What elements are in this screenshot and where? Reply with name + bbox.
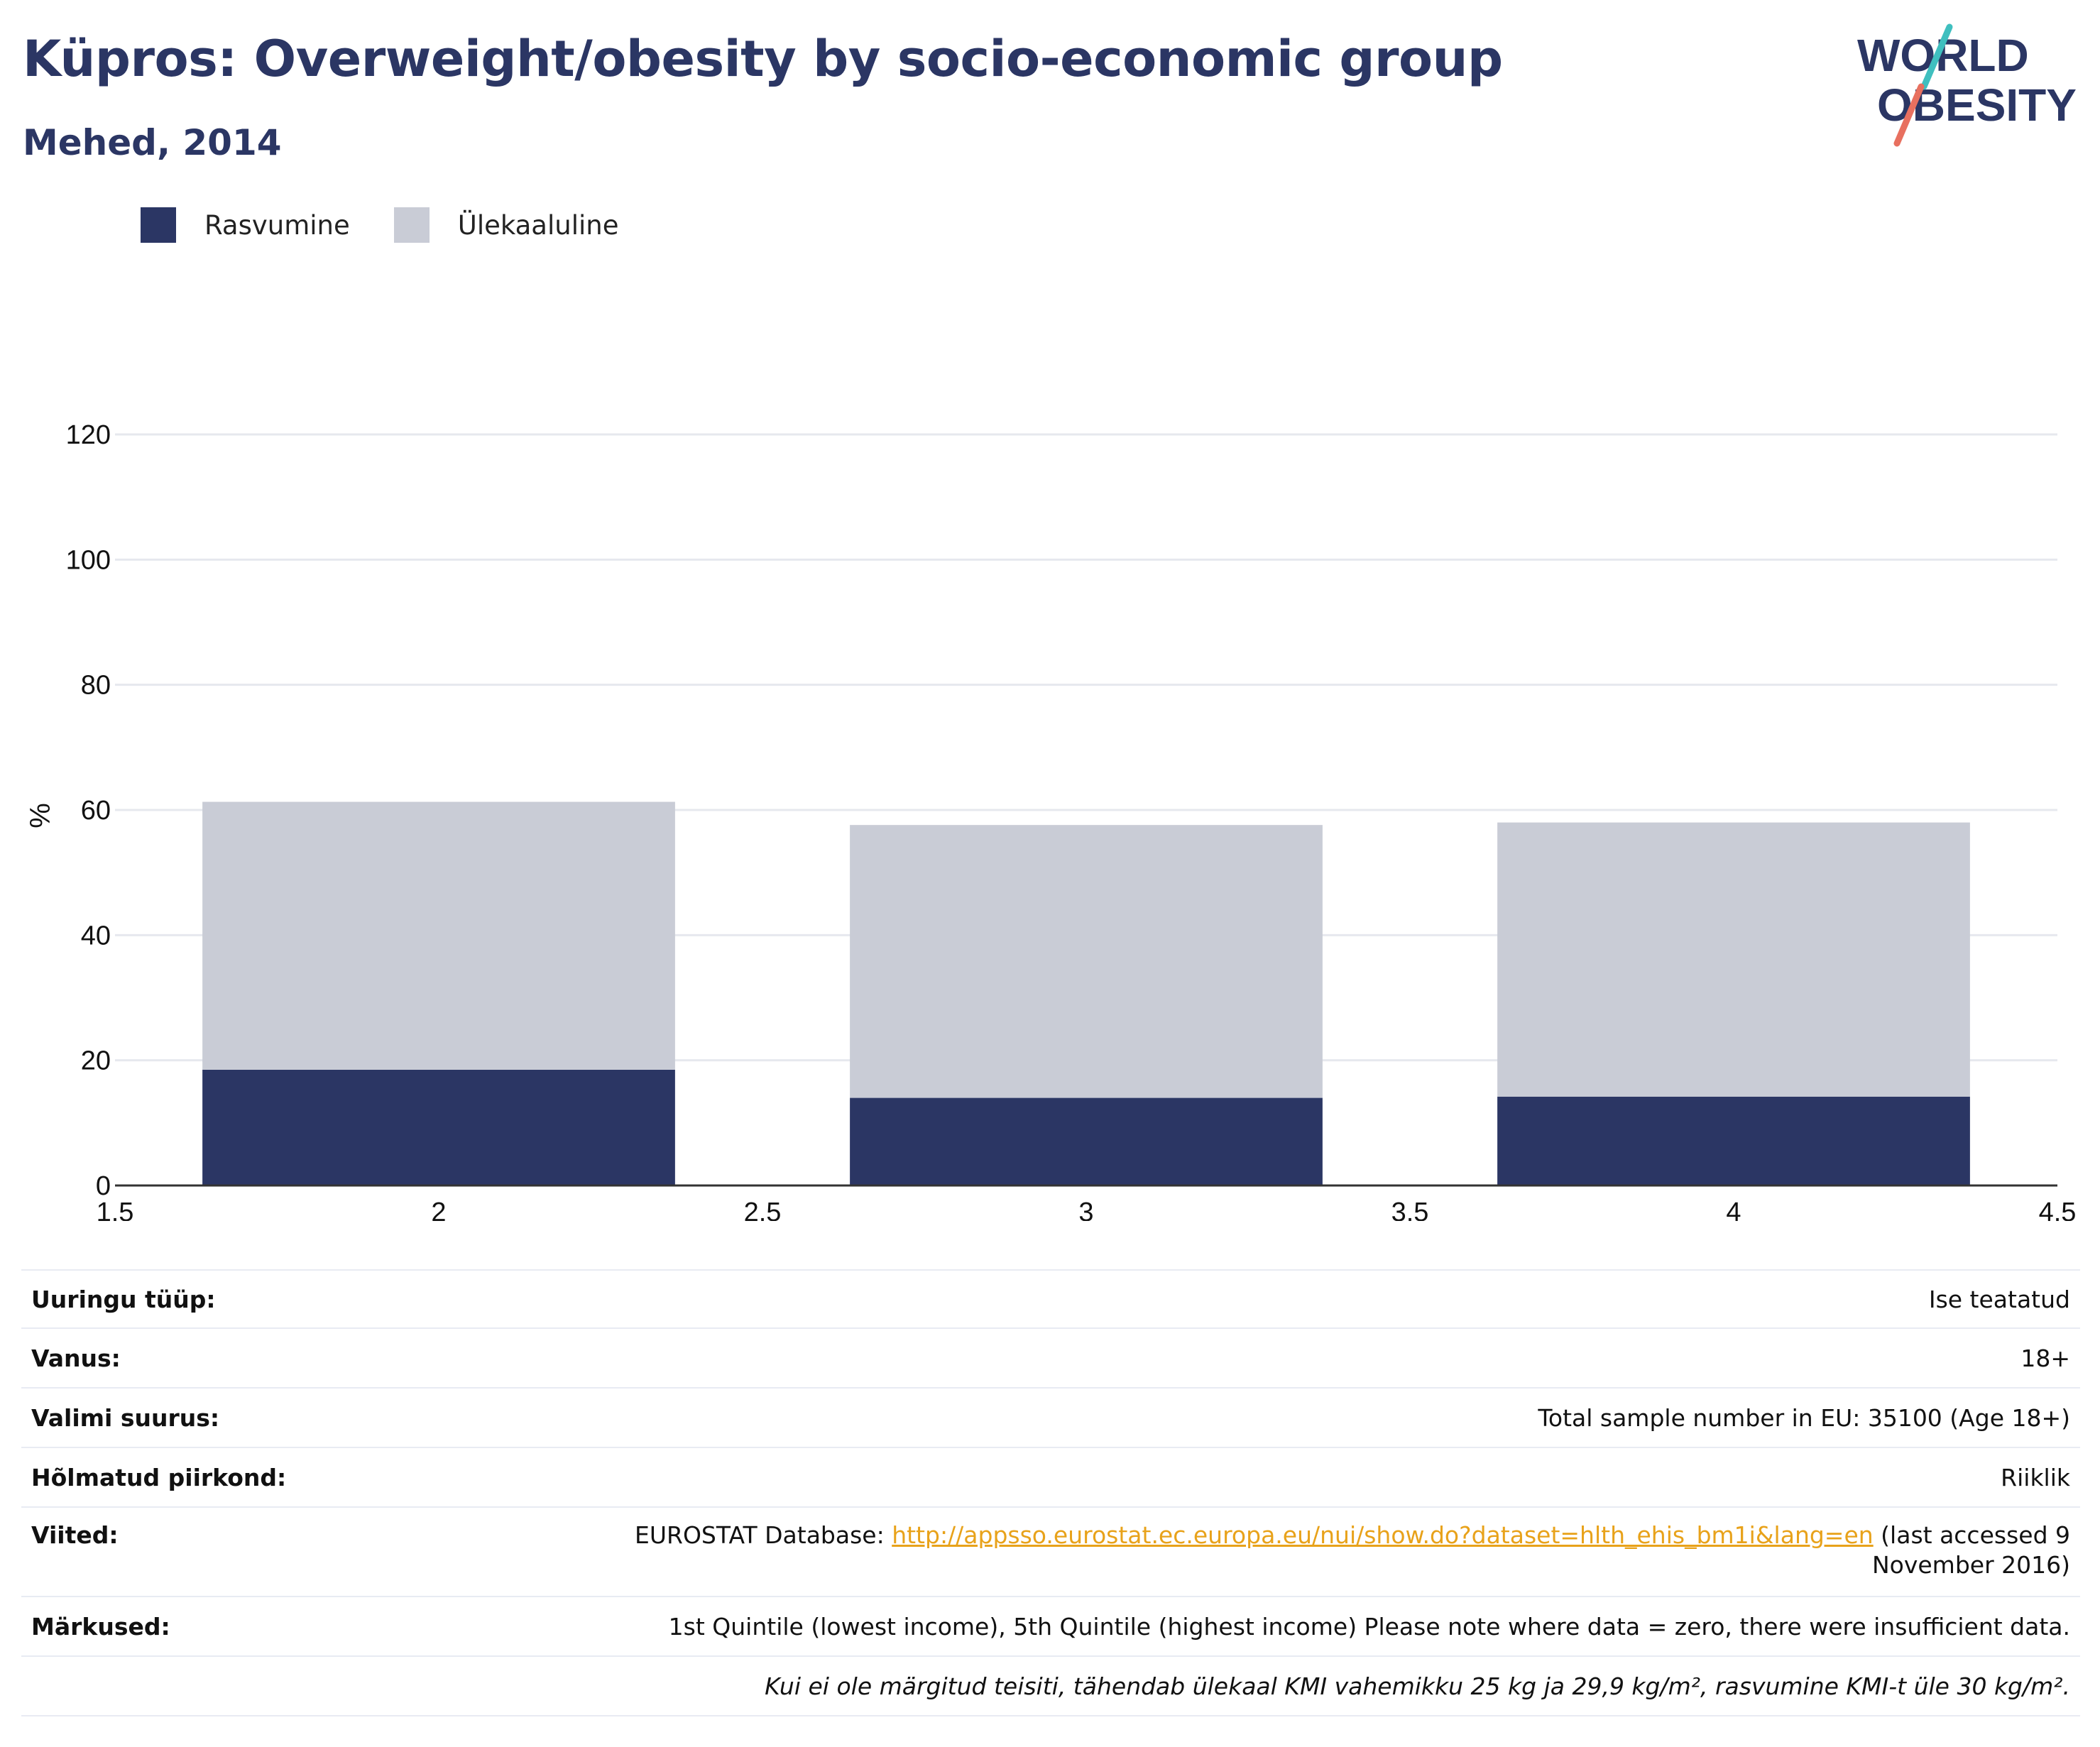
bar-obesity xyxy=(1497,1096,1970,1185)
info-row-notes: Märkused: 1st Quintile (lowest income), … xyxy=(21,1597,2080,1657)
info-row-sample-size: Valimi suurus: Total sample number in EU… xyxy=(21,1389,2080,1448)
x-tick-label: 2.5 xyxy=(744,1198,782,1221)
chart-subtitle: Mehed, 2014 xyxy=(23,122,282,163)
info-row-references: Viited: EUROSTAT Database: http://appsso… xyxy=(21,1508,2080,1597)
info-table: Uuringu tüüp: Ise teatatud Vanus: 18+ Va… xyxy=(21,1269,2080,1716)
legend-label-obesity: Rasvumine xyxy=(204,209,350,241)
info-key: Valimi suurus: xyxy=(31,1403,220,1432)
bar-chart: 0 20 40 60 80 100 120 1.5 2 2.5 3 3.5 4 4.5% xyxy=(25,420,2077,1221)
x-tick-label: 4 xyxy=(1726,1198,1741,1221)
reference-prefix: EUROSTAT Database: xyxy=(635,1521,892,1549)
x-tick-label: 2 xyxy=(431,1198,446,1221)
legend-swatch-obesity xyxy=(141,207,176,243)
info-row-age: Vanus: 18+ xyxy=(21,1329,2080,1389)
y-tick-label: 60 xyxy=(81,796,111,826)
info-row-survey-type: Uuringu tüüp: Ise teatatud xyxy=(21,1269,2080,1329)
legend-item-obesity[interactable]: Rasvumine xyxy=(141,207,350,243)
bar-overweight xyxy=(850,825,1323,1098)
info-value: Riiklik xyxy=(2001,1463,2070,1491)
info-key: Viited: xyxy=(31,1521,119,1549)
info-key: Märkused: xyxy=(31,1612,170,1641)
y-tick-label: 100 xyxy=(66,545,111,575)
info-value: 1st Quintile (lowest income), 5th Quinti… xyxy=(668,1612,2070,1641)
info-value: 18+ xyxy=(2020,1344,2070,1372)
x-tick-label: 1.5 xyxy=(97,1198,134,1221)
reference-suffix: (last accessed 9 November 2016) xyxy=(1871,1521,2070,1579)
logo-teal-stroke xyxy=(1920,23,1953,90)
info-value: EUROSTAT Database: http://appsso.eurosta… xyxy=(544,1521,2070,1580)
y-tick-label: 20 xyxy=(81,1046,111,1076)
logo-coral-stroke xyxy=(1893,83,1925,147)
x-tick-label: 4.5 xyxy=(2039,1198,2077,1221)
info-key: Uuringu tüüp: xyxy=(31,1285,216,1313)
y-tick-label: 80 xyxy=(81,671,111,701)
info-key: Hõlmatud piirkond: xyxy=(31,1463,287,1491)
legend-item-overweight[interactable]: Ülekaaluline xyxy=(393,207,619,243)
x-tick-label: 3.5 xyxy=(1391,1198,1429,1221)
y-axis-label: % xyxy=(25,803,56,828)
bar-overweight xyxy=(202,801,675,1070)
info-row-area: Hõlmatud piirkond: Riiklik xyxy=(21,1448,2080,1508)
y-tick-label: 120 xyxy=(66,420,111,450)
world-obesity-logo: WORLD OBESITY xyxy=(1857,23,2077,147)
bar-obesity xyxy=(850,1097,1323,1185)
info-key: Vanus: xyxy=(31,1344,121,1372)
legend-label-overweight: Ülekaaluline xyxy=(457,209,619,241)
info-value: Total sample number in EU: 35100 (Age 18… xyxy=(1538,1403,2070,1432)
y-tick-label: 0 xyxy=(96,1171,111,1201)
definition-note: Kui ei ole märgitud teisiti, tähendab ül… xyxy=(765,1672,2070,1700)
chart-title: Küpros: Overweight/obesity by socio-econ… xyxy=(23,30,1503,88)
x-tick-label: 3 xyxy=(1078,1198,1093,1221)
legend-swatch-overweight xyxy=(393,207,430,243)
bar-obesity xyxy=(202,1069,675,1185)
info-value: Ise teatatud xyxy=(1928,1285,2070,1313)
legend: Rasvumine Ülekaaluline xyxy=(141,207,663,243)
info-row-definition: Kui ei ole märgitud teisiti, tähendab ül… xyxy=(21,1657,2080,1716)
bar-overweight xyxy=(1497,822,1970,1097)
y-tick-label: 40 xyxy=(81,921,111,951)
reference-link[interactable]: http://appsso.eurostat.ec.europa.eu/nui/… xyxy=(892,1521,1874,1549)
